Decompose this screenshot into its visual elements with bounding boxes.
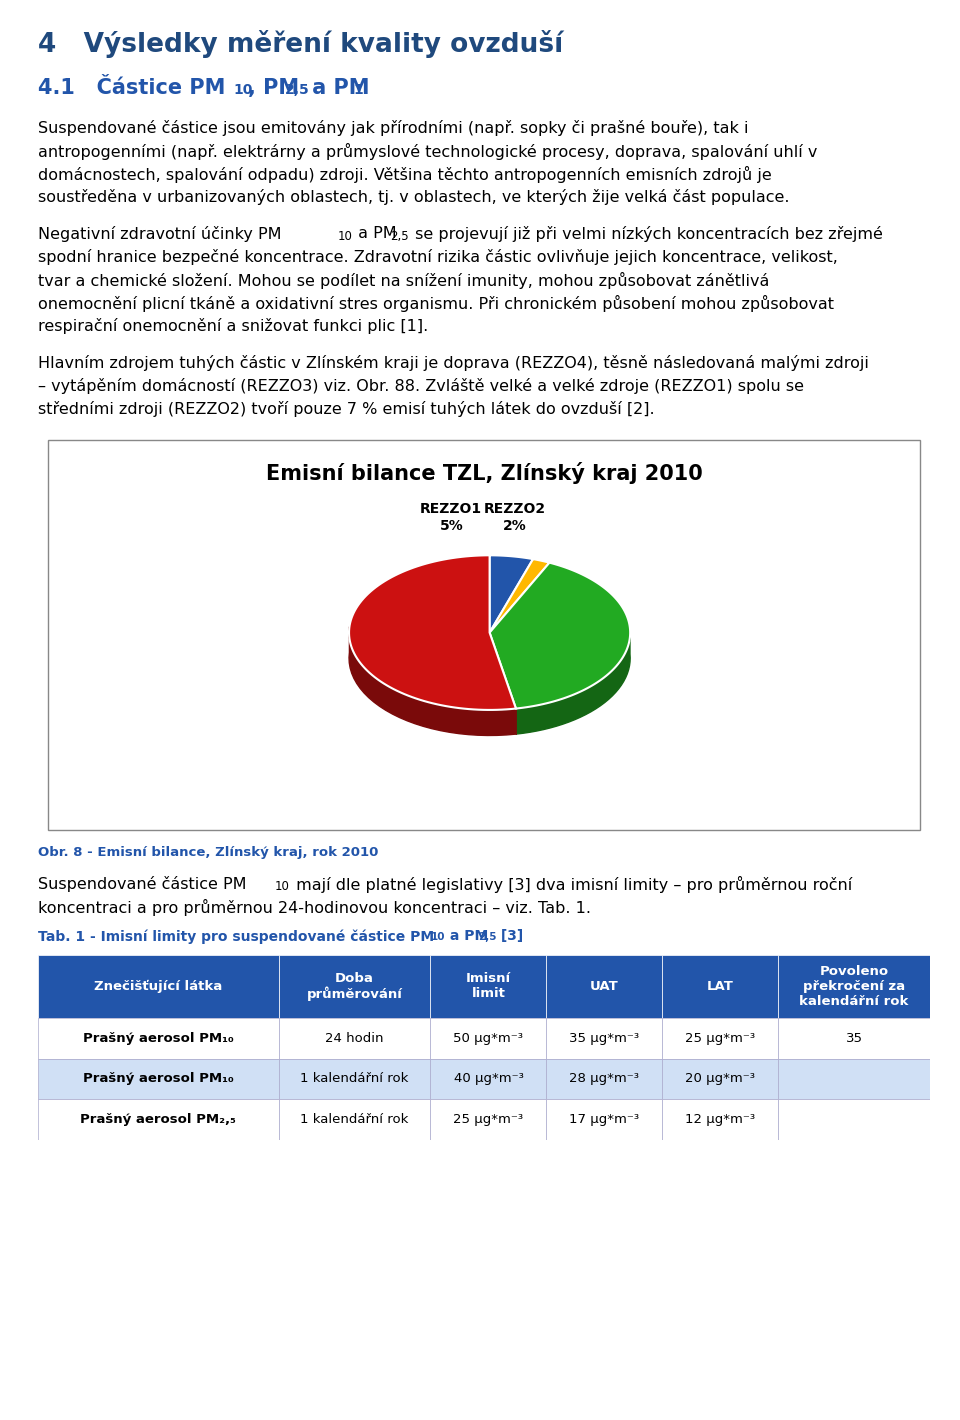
Text: Prašný aerosol PM₁₀: Prašný aerosol PM₁₀ xyxy=(84,1072,234,1085)
Text: 40 μg*m⁻³: 40 μg*m⁻³ xyxy=(453,1072,523,1085)
FancyBboxPatch shape xyxy=(779,1018,930,1058)
FancyBboxPatch shape xyxy=(278,956,430,1018)
FancyBboxPatch shape xyxy=(278,1058,430,1099)
Text: 2,5: 2,5 xyxy=(285,82,310,97)
Text: 25 μg*m⁻³: 25 μg*m⁻³ xyxy=(453,1113,523,1126)
FancyBboxPatch shape xyxy=(779,1099,930,1140)
Text: – vytápěním domácností (REZZO3) viz. Obr. 88. Zvláště velké a velké zdroje (REZZ: – vytápěním domácností (REZZO3) viz. Obr… xyxy=(38,378,804,393)
Text: 35 μg*m⁻³: 35 μg*m⁻³ xyxy=(569,1032,639,1045)
Text: a PM: a PM xyxy=(353,226,396,241)
FancyBboxPatch shape xyxy=(430,1099,546,1140)
Text: onemocnění plicní tkáně a oxidativní stres organismu. Při chronickém působení mo: onemocnění plicní tkáně a oxidativní str… xyxy=(38,295,834,312)
Text: REZZO4
53%: REZZO4 53% xyxy=(356,618,419,648)
Text: Znečišťující látka: Znečišťující látka xyxy=(94,980,223,993)
Text: Hlavním zdrojem tuhých částic v Zlínském kraji je doprava (REZZO4), těsně násled: Hlavním zdrojem tuhých částic v Zlínském… xyxy=(38,355,869,371)
Polygon shape xyxy=(490,562,630,709)
FancyBboxPatch shape xyxy=(546,1058,662,1099)
Text: respirační onemocnění a snižovat funkci plic [1].: respirační onemocnění a snižovat funkci … xyxy=(38,318,428,334)
FancyBboxPatch shape xyxy=(430,956,546,1018)
Text: 10: 10 xyxy=(275,880,290,893)
FancyBboxPatch shape xyxy=(546,1099,662,1140)
Text: Emisní bilance TZL, Zlínský kraj 2010: Emisní bilance TZL, Zlínský kraj 2010 xyxy=(266,462,703,484)
FancyBboxPatch shape xyxy=(278,1099,430,1140)
FancyBboxPatch shape xyxy=(662,1058,779,1099)
Polygon shape xyxy=(516,629,630,734)
FancyBboxPatch shape xyxy=(662,1099,779,1140)
Text: se projevují již při velmi nízkých koncentracích bez zřejmé: se projevují již při velmi nízkých konce… xyxy=(410,226,883,241)
FancyBboxPatch shape xyxy=(662,1018,779,1058)
FancyBboxPatch shape xyxy=(779,956,930,1018)
Text: Negativní zdravotní účinky PM: Negativní zdravotní účinky PM xyxy=(38,226,281,241)
Text: mají dle platné legislativy [3] dva imisní limity – pro průměrnou roční: mají dle platné legislativy [3] dva imis… xyxy=(291,876,852,893)
FancyBboxPatch shape xyxy=(662,956,779,1018)
Text: Suspendované částice jsou emitovány jak přírodními (např. sopky či prašné bouře): Suspendované částice jsou emitovány jak … xyxy=(38,121,749,136)
FancyBboxPatch shape xyxy=(38,1099,278,1140)
FancyBboxPatch shape xyxy=(48,440,920,831)
Text: Prašný aerosol PM₂,₅: Prašný aerosol PM₂,₅ xyxy=(81,1113,236,1126)
Text: 1 kalendářní rok: 1 kalendářní rok xyxy=(300,1072,409,1085)
Text: 10: 10 xyxy=(431,932,445,941)
FancyBboxPatch shape xyxy=(546,956,662,1018)
FancyBboxPatch shape xyxy=(779,1058,930,1099)
Text: Prašný aerosol PM₁₀: Prašný aerosol PM₁₀ xyxy=(84,1032,234,1045)
Text: 50 μg*m⁻³: 50 μg*m⁻³ xyxy=(453,1032,523,1045)
Text: 10: 10 xyxy=(338,230,353,243)
Text: Obr. 8 - Emisní bilance, Zlínský kraj, rok 2010: Obr. 8 - Emisní bilance, Zlínský kraj, r… xyxy=(38,846,378,859)
Text: spodní hranice bezpečné koncentrace. Zdravotní rizika částic ovlivňuje jejich ko: spodní hranice bezpečné koncentrace. Zdr… xyxy=(38,248,838,266)
Text: REZZO3
40%: REZZO3 40% xyxy=(548,618,610,648)
Text: koncentraci a pro průměrnou 24-hodinovou koncentraci – viz. Tab. 1.: koncentraci a pro průměrnou 24-hodinovou… xyxy=(38,899,591,916)
Text: Povoleno
překročení za
kalendářní rok: Povoleno překročení za kalendářní rok xyxy=(800,966,909,1008)
Text: soustředěna v urbanizovaných oblastech, tj. v oblastech, ve kterých žije velká č: soustředěna v urbanizovaných oblastech, … xyxy=(38,189,789,204)
Text: Imisní
limit: Imisní limit xyxy=(466,973,511,1001)
Text: 24 hodin: 24 hodin xyxy=(325,1032,384,1045)
Text: 1 kalendářní rok: 1 kalendářní rok xyxy=(300,1113,409,1126)
Text: 1: 1 xyxy=(353,82,363,97)
Text: 20 μg*m⁻³: 20 μg*m⁻³ xyxy=(685,1072,756,1085)
Text: Tab. 1 - Imisní limity pro suspendované částice PM: Tab. 1 - Imisní limity pro suspendované … xyxy=(38,929,434,943)
Polygon shape xyxy=(490,559,549,632)
FancyBboxPatch shape xyxy=(430,1018,546,1058)
Text: domácnostech, spalování odpadu) zdroji. Většina těchto antropogenních emisních z: domácnostech, spalování odpadu) zdroji. … xyxy=(38,166,772,183)
Text: REZZO2
2%: REZZO2 2% xyxy=(484,503,546,532)
Polygon shape xyxy=(490,555,533,632)
Text: , PM: , PM xyxy=(248,78,300,98)
Text: 2,5: 2,5 xyxy=(478,932,496,941)
Polygon shape xyxy=(349,555,516,710)
FancyBboxPatch shape xyxy=(430,1058,546,1099)
Text: Suspendované částice PM: Suspendované částice PM xyxy=(38,876,247,892)
Text: [3]: [3] xyxy=(496,929,523,943)
Text: 35: 35 xyxy=(846,1032,863,1045)
Text: REZZO1
5%: REZZO1 5% xyxy=(420,503,482,532)
Text: 28 μg*m⁻³: 28 μg*m⁻³ xyxy=(569,1072,639,1085)
FancyBboxPatch shape xyxy=(38,1018,278,1058)
FancyBboxPatch shape xyxy=(546,1018,662,1058)
Text: UAT: UAT xyxy=(590,980,619,993)
Text: LAT: LAT xyxy=(707,980,733,993)
Text: středními zdroji (REZZO2) tvoří pouze 7 % emisí tuhých látek do ovzduší [2].: středními zdroji (REZZO2) tvoří pouze 7 … xyxy=(38,400,655,417)
Text: tvar a chemické složení. Mohou se podílet na snížení imunity, mohou způsobovat z: tvar a chemické složení. Mohou se podíle… xyxy=(38,273,769,290)
FancyBboxPatch shape xyxy=(278,1018,430,1058)
Text: 12 μg*m⁻³: 12 μg*m⁻³ xyxy=(685,1113,756,1126)
Text: 4.1   Částice PM: 4.1 Částice PM xyxy=(38,78,226,98)
Text: 4   Výsledky měření kvality ovzduší: 4 Výsledky měření kvality ovzduší xyxy=(38,30,564,58)
Text: a PM: a PM xyxy=(445,929,489,943)
Text: 25 μg*m⁻³: 25 μg*m⁻³ xyxy=(685,1032,756,1045)
Text: 2,5: 2,5 xyxy=(390,230,409,243)
Text: 10: 10 xyxy=(233,82,252,97)
FancyBboxPatch shape xyxy=(38,956,278,1018)
Text: a PM: a PM xyxy=(305,78,370,98)
FancyBboxPatch shape xyxy=(38,1058,278,1099)
Text: 17 μg*m⁻³: 17 μg*m⁻³ xyxy=(569,1113,639,1126)
Polygon shape xyxy=(349,626,516,736)
Text: antropogenními (např. elektrárny a průmyslové technologické procesy, doprava, sp: antropogenními (např. elektrárny a průmy… xyxy=(38,143,817,160)
Text: Doba
průměrování: Doba průměrování xyxy=(307,971,402,1001)
